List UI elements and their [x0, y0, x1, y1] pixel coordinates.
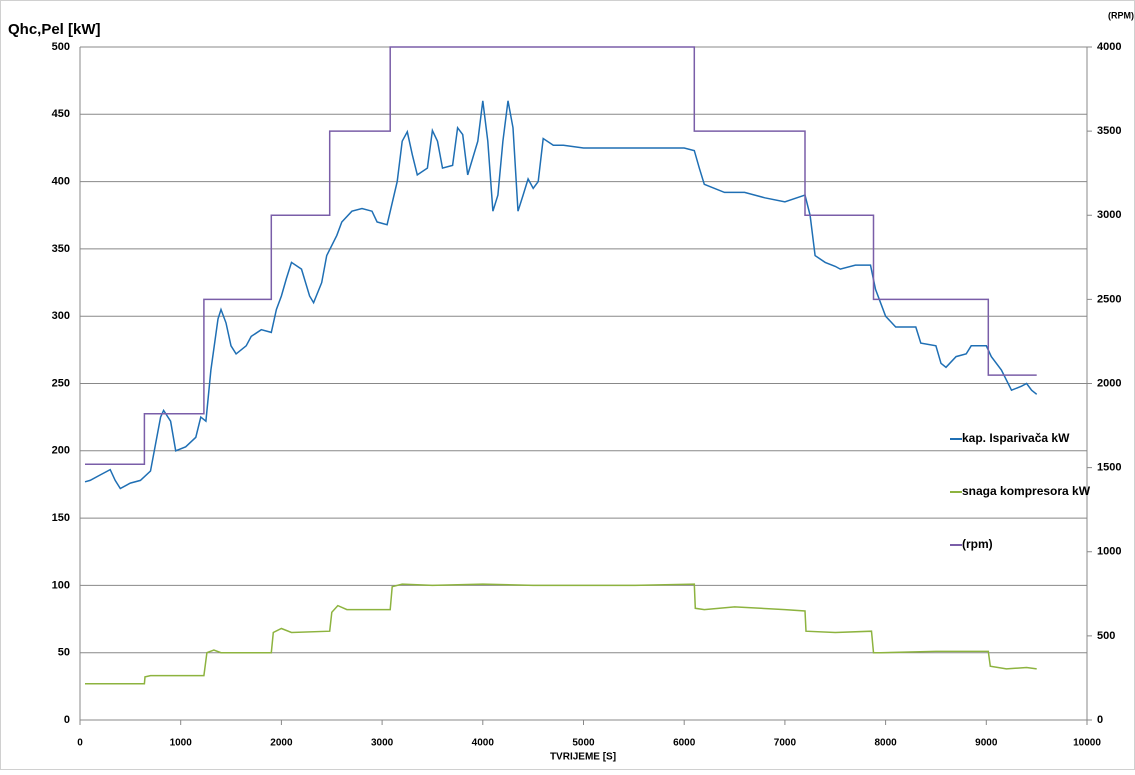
- x-tick-label: 8000: [874, 738, 897, 749]
- y2-tick-label: 0: [1097, 714, 1103, 726]
- x-tick-label: 2000: [270, 738, 293, 749]
- x-tick-label: 1000: [170, 738, 193, 749]
- y-tick-label: 200: [52, 445, 70, 457]
- x-tick-label: 9000: [975, 738, 998, 749]
- x-tick-label: 3000: [371, 738, 394, 749]
- legend-label: snaga kompresora kW: [962, 484, 1091, 498]
- x-tick-label: 7000: [774, 738, 797, 749]
- y2-tick-label: 3000: [1097, 209, 1121, 221]
- x-tick-label: 0: [77, 738, 83, 749]
- y-tick-label: 100: [52, 579, 70, 591]
- y-tick-label: 150: [52, 512, 70, 524]
- x-tick-label: 5000: [572, 738, 595, 749]
- y-axis-title: Qhc,Pel [kW]: [8, 21, 101, 38]
- y-tick-label: 400: [52, 176, 70, 188]
- y2-tick-label: 2500: [1097, 293, 1121, 305]
- y-tick-label: 250: [52, 377, 70, 389]
- data-line: [85, 583, 1037, 685]
- x-tick-label: 6000: [673, 738, 696, 749]
- legend-label: kap. Isparivača kW: [962, 431, 1070, 445]
- y-tick-label: 500: [52, 41, 70, 53]
- y-tick-label: 0: [64, 714, 70, 726]
- y2-tick-label: 4000: [1097, 41, 1121, 53]
- y-tick-label: 300: [52, 310, 70, 322]
- y2-axis-title: (RPM): [1108, 10, 1134, 20]
- x-axis-title: TVRIJEME [S]: [550, 752, 616, 763]
- y2-tick-label: 2000: [1097, 377, 1121, 389]
- y-tick-label: 350: [52, 243, 70, 255]
- x-tick-label: 10000: [1073, 738, 1101, 749]
- y2-tick-label: 3500: [1097, 125, 1121, 137]
- y2-tick-label: 1000: [1097, 546, 1121, 558]
- data-line: [84, 100, 1038, 490]
- legend-label: (rpm): [962, 537, 993, 551]
- y-tick-label: 50: [58, 647, 70, 659]
- y2-tick-label: 1500: [1097, 462, 1121, 474]
- y-tick-label: 450: [52, 108, 70, 120]
- data-line: [85, 46, 1037, 466]
- x-tick-label: 4000: [472, 738, 495, 749]
- y2-tick-label: 500: [1097, 630, 1115, 642]
